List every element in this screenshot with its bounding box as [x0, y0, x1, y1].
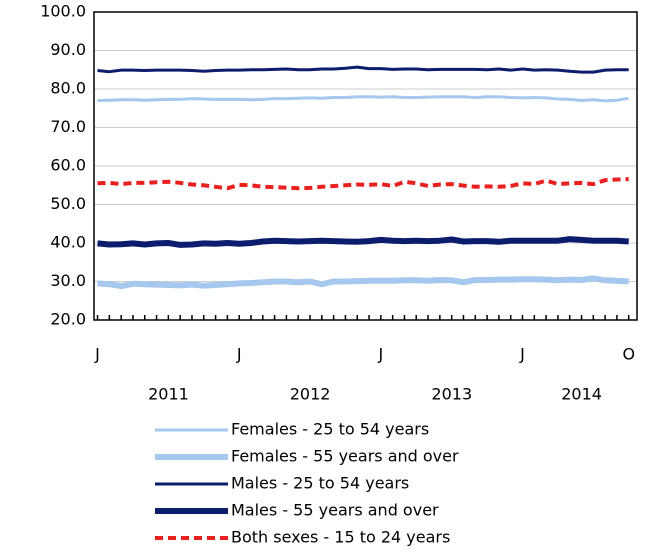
x-tick-label: J [519, 345, 525, 364]
y-tick-label: 30.0 [50, 271, 86, 290]
year-label: 2011 [148, 385, 189, 404]
x-tick-label: J [377, 345, 383, 364]
x-tick-label: J [94, 345, 100, 364]
year-label: 2012 [290, 385, 331, 404]
legend-label: Males - 25 to 54 years [231, 474, 409, 493]
y-tick-label: 50.0 [50, 194, 86, 213]
legend-label: Females - 55 years and over [231, 447, 459, 466]
series-line [97, 236, 629, 248]
series-line [97, 65, 629, 74]
x-tick-label: O [622, 345, 635, 364]
y-tick-label: 70.0 [50, 117, 86, 136]
series-line [97, 177, 629, 191]
y-tick-label: 90.0 [50, 40, 86, 59]
y-tick-label: 80.0 [50, 79, 86, 98]
y-tick-label: 60.0 [50, 156, 86, 175]
year-label: 2013 [431, 385, 472, 404]
y-tick-label: 40.0 [50, 233, 86, 252]
series-line [97, 95, 629, 103]
series-line [97, 275, 629, 290]
y-tick-label: 100.0 [40, 2, 86, 21]
legend-label: Males - 55 years and over [231, 501, 439, 520]
y-tick-label: 20.0 [50, 310, 86, 329]
year-label: 2014 [561, 385, 602, 404]
legend-label: Females - 25 to 54 years [231, 420, 429, 439]
legend-label: Both sexes - 15 to 24 years [231, 528, 450, 547]
x-tick-label: J [236, 345, 242, 364]
plot-frame [93, 11, 638, 321]
